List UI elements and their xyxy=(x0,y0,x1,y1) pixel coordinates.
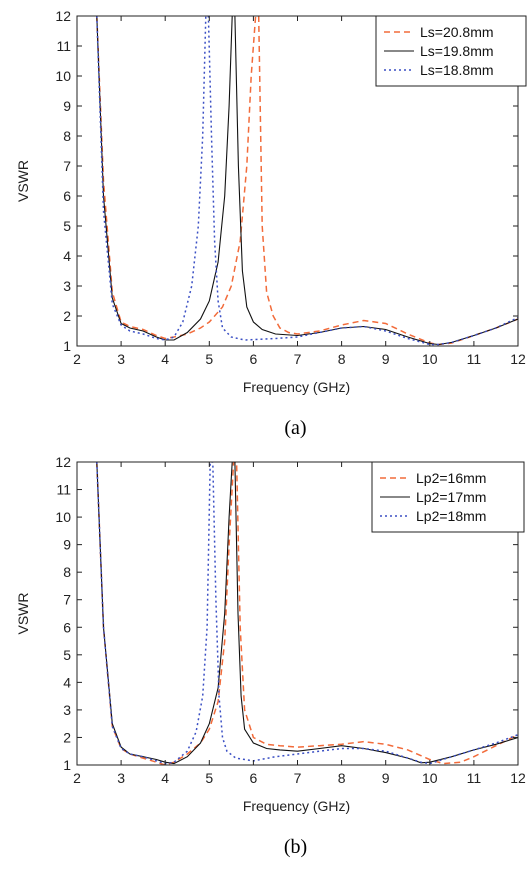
y-tick-label: 11 xyxy=(56,38,71,54)
x-tick-label: 6 xyxy=(250,351,258,367)
legend-label-1: Lp2=16mm xyxy=(416,470,486,486)
y-tick-label: 8 xyxy=(63,128,71,144)
y-tick-label: 5 xyxy=(63,218,71,234)
y-tick-label: 12 xyxy=(55,8,71,24)
x-tick-label: 11 xyxy=(467,351,482,367)
series-line-2 xyxy=(96,16,518,346)
legend-label-2: Lp2=17mm xyxy=(416,489,486,505)
y-tick-label: 3 xyxy=(63,702,71,718)
x-tick-label: 5 xyxy=(205,770,213,786)
x-tick-label: 3 xyxy=(117,770,125,786)
y-tick-label: 4 xyxy=(63,674,71,690)
x-tick-label: 9 xyxy=(382,351,390,367)
y-tick-label: 6 xyxy=(63,619,71,635)
x-tick-label: 8 xyxy=(338,351,346,367)
series-line-1 xyxy=(96,16,518,346)
y-tick-label: 1 xyxy=(63,338,71,354)
x-tick-label: 4 xyxy=(161,770,169,786)
panel-caption: (a) xyxy=(284,417,306,439)
y-tick-label: 4 xyxy=(63,248,71,264)
x-axis-label: Frequency (GHz) xyxy=(243,379,350,395)
x-tick-label: 6 xyxy=(250,770,258,786)
x-tick-label: 4 xyxy=(161,351,169,367)
series-line-3 xyxy=(96,462,518,765)
y-tick-label: 10 xyxy=(55,509,71,525)
x-tick-label: 10 xyxy=(422,351,438,367)
x-tick-label: 7 xyxy=(294,770,302,786)
y-tick-label: 10 xyxy=(55,68,71,84)
y-tick-label: 9 xyxy=(63,537,71,553)
y-axis-label: VSWR xyxy=(15,593,31,635)
series-line-1 xyxy=(96,462,518,765)
legend-label-3: Ls=18.8mm xyxy=(420,62,494,78)
y-tick-label: 2 xyxy=(63,308,71,324)
x-tick-label: 3 xyxy=(117,351,125,367)
x-tick-label: 8 xyxy=(338,770,346,786)
y-tick-label: 8 xyxy=(63,564,71,580)
y-tick-label: 3 xyxy=(63,278,71,294)
series-line-3 xyxy=(96,16,518,346)
legend-label-3: Lp2=18mm xyxy=(416,508,486,524)
x-tick-label: 11 xyxy=(467,770,482,786)
y-tick-label: 9 xyxy=(63,98,71,114)
panel-caption: (b) xyxy=(284,836,307,858)
x-tick-label: 2 xyxy=(73,770,81,786)
legend-label-2: Ls=19.8mm xyxy=(420,43,494,59)
y-tick-label: 6 xyxy=(63,188,71,204)
y-axis-label: VSWR xyxy=(15,160,31,202)
y-tick-label: 12 xyxy=(55,454,71,470)
x-tick-label: 12 xyxy=(510,351,526,367)
y-tick-label: 2 xyxy=(63,729,71,745)
y-tick-label: 11 xyxy=(56,482,71,498)
y-tick-label: 7 xyxy=(63,158,71,174)
y-tick-label: 5 xyxy=(63,647,71,663)
x-tick-label: 12 xyxy=(510,770,526,786)
x-tick-label: 5 xyxy=(205,351,213,367)
legend: Lp2=16mm Lp2=17mm Lp2=18mm xyxy=(371,461,525,533)
y-tick-label: 1 xyxy=(63,757,71,773)
legend-label-1: Ls=20.8mm xyxy=(420,24,494,40)
x-axis-label: Frequency (GHz) xyxy=(243,798,350,814)
x-tick-label: 9 xyxy=(382,770,390,786)
x-tick-label: 2 xyxy=(73,351,81,367)
y-tick-label: 7 xyxy=(63,592,71,608)
x-tick-label: 7 xyxy=(294,351,302,367)
legend: Ls=20.8mm Ls=19.8mm Ls=18.8mm xyxy=(375,15,527,87)
x-tick-label: 10 xyxy=(422,770,438,786)
